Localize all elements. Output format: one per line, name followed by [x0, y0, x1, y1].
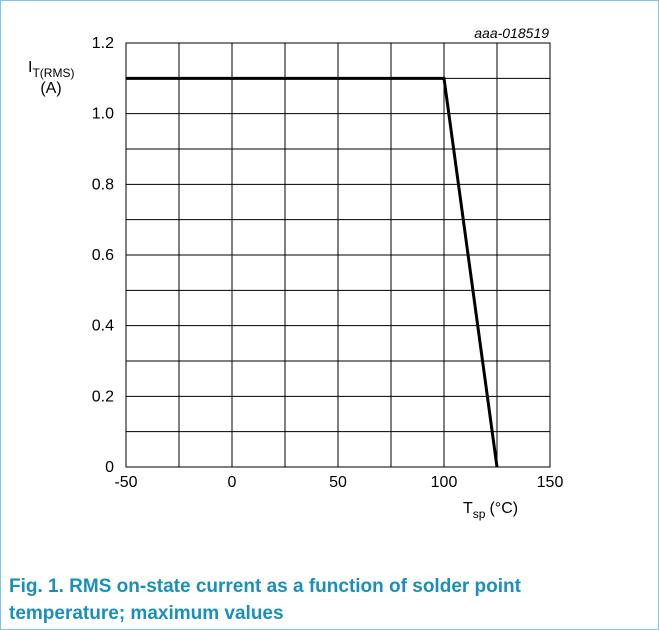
x-axis-ticks: -50 0 50 100 150	[114, 474, 563, 491]
y-axis-unit: (A)	[40, 80, 61, 97]
y-tick-label: 1.0	[92, 106, 114, 123]
y-tick-label: 0.2	[92, 388, 114, 405]
series-layer	[126, 76, 499, 468]
x-axis-label-sub: sp	[473, 507, 486, 521]
x-axis-label: Tsp (°C)	[463, 500, 518, 521]
figure-code: aaa-018519	[474, 25, 549, 41]
x-tick-label: 0	[228, 474, 237, 491]
y-axis-label-sub: T(RMS)	[32, 66, 74, 80]
y-tick-label: 0.4	[92, 318, 114, 335]
y-tick-label: 0.8	[92, 176, 114, 193]
grid	[126, 43, 550, 467]
x-axis-label-unit: (°C)	[489, 500, 518, 517]
x-axis-label-main: T	[463, 500, 473, 517]
y-tick-label: 0	[105, 459, 114, 476]
y-tick-label: 1.2	[92, 35, 114, 52]
x-tick-label: 50	[329, 474, 347, 491]
x-tick-label: 150	[537, 474, 564, 491]
y-axis-label: IT(RMS)	[28, 59, 74, 80]
x-tick-label: -50	[114, 474, 137, 491]
y-axis-ticks: 0 0.2 0.4 0.6 0.8 1.0 1.2	[92, 35, 114, 476]
chart: 00.20.40.60.81.01.2 -50 0 50 100 150 aaa-018…	[28, 25, 563, 521]
plot-area	[125, 42, 551, 468]
figure-caption: Fig. 1. RMS on-state current as a functi…	[9, 576, 521, 624]
x-tick-label: 100	[431, 474, 458, 491]
series-line	[126, 76, 499, 468]
y-tick-label: 0.6	[92, 247, 114, 264]
y-axis-label-main: I	[28, 59, 32, 76]
